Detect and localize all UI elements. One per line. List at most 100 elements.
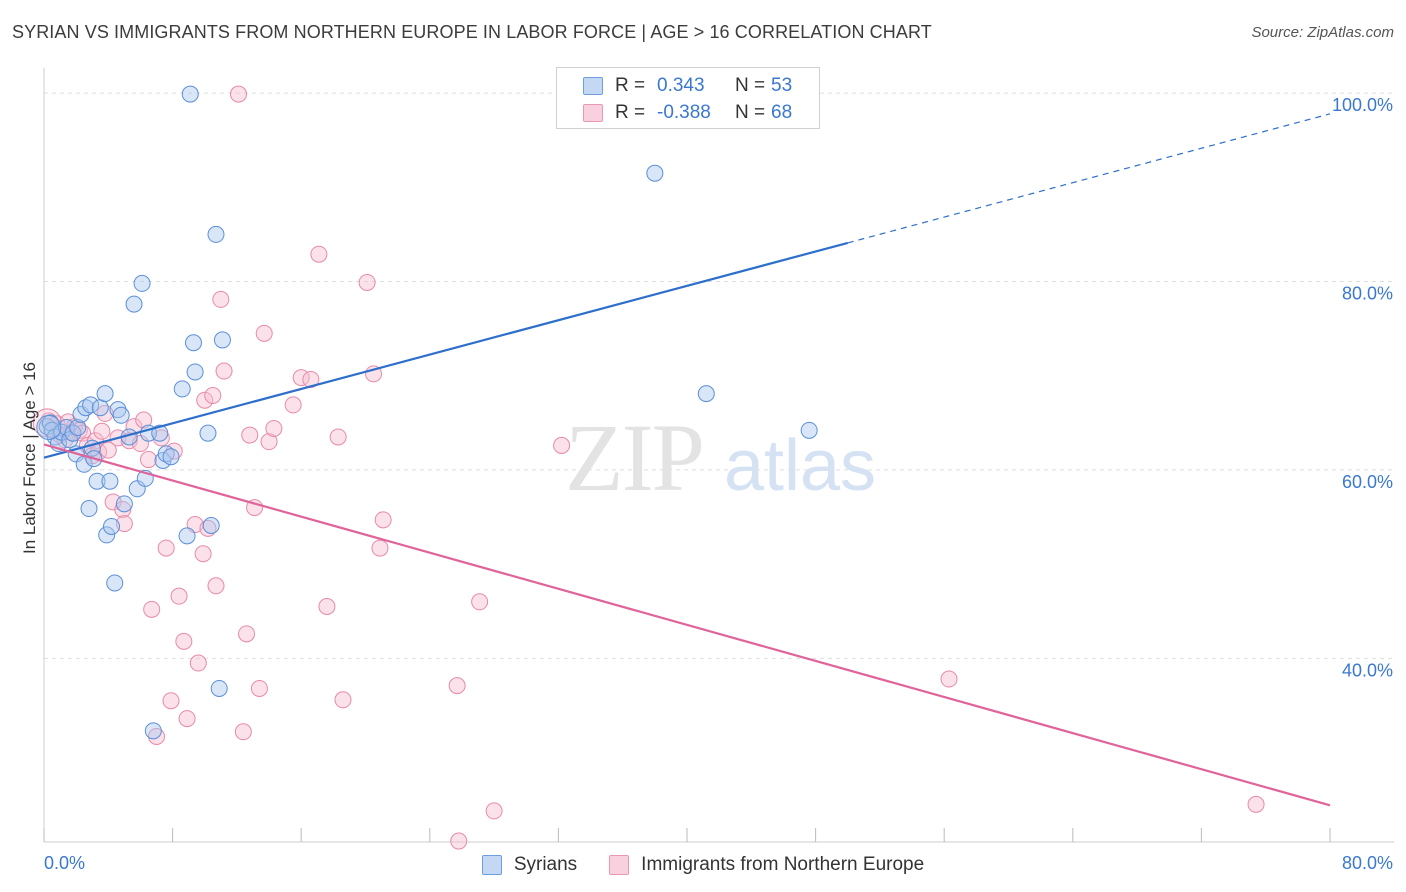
legend-item-syrians[interactable]: Syrians (481, 854, 578, 876)
data-point-syrians (144, 722, 162, 740)
data-point-immigrants (374, 511, 392, 529)
data-point-syrians (112, 406, 130, 424)
data-point-immigrants (194, 545, 212, 563)
data-point-immigrants (260, 433, 278, 451)
data-point-syrians (207, 225, 225, 243)
n-value: 68 (771, 102, 793, 123)
data-point-syrians (199, 424, 217, 442)
n-label: N = (735, 75, 766, 96)
data-point-immigrants (204, 387, 222, 405)
data-point-syrians (80, 500, 98, 518)
data-point-immigrants (238, 625, 256, 643)
watermark-atlas: atlas (724, 426, 876, 506)
data-point-immigrants (157, 539, 175, 557)
data-point-immigrants (265, 419, 283, 437)
trend-lines (43, 113, 1331, 807)
data-point-syrians (184, 334, 202, 352)
data-point-syrians (98, 526, 116, 544)
immigrants-swatch (583, 104, 603, 122)
axes (43, 68, 1394, 843)
gridlines (44, 92, 1394, 659)
data-point-immigrants (255, 324, 273, 342)
syrians-legend-label: Syrians (513, 854, 578, 875)
data-point-immigrants (471, 593, 489, 611)
data-point-cluster-syrians (36, 415, 62, 441)
y-tick-label: 80.0% (1342, 284, 1393, 304)
data-point-immigrants (135, 411, 153, 429)
data-point-immigrants (450, 832, 468, 850)
data-point-immigrants (241, 426, 259, 444)
immigrants-legend-swatch (609, 855, 630, 875)
y-tick-label: 40.0% (1342, 660, 1393, 680)
syrians-legend-swatch (481, 855, 502, 875)
data-point-syrians (125, 295, 143, 313)
y-tick-label: 60.0% (1342, 472, 1393, 492)
data-point-syrians (800, 421, 818, 439)
data-point-syrians (186, 363, 204, 381)
data-point-immigrants (175, 632, 193, 650)
series-immigrants-northern-europe (32, 85, 1265, 850)
data-point-syrians (88, 472, 106, 490)
data-point-immigrants (178, 710, 196, 728)
data-point-immigrants (310, 245, 328, 263)
watermark: ZIP atlas (565, 404, 876, 511)
data-point-immigrants (139, 451, 157, 469)
n-value: 53 (771, 75, 793, 96)
watermark-zip: ZIP (565, 404, 703, 511)
stats-row-syrians: R = 0.343 N = 53 (583, 74, 792, 98)
data-point-syrians (202, 516, 220, 534)
data-point-immigrants (170, 587, 188, 605)
data-point-immigrants (93, 422, 111, 440)
data-point-immigrants (1247, 795, 1265, 813)
stats-row-immigrants: R = -0.388 N = 68 (583, 101, 792, 125)
data-point-immigrants (358, 273, 376, 291)
y-tick-label: 100.0% (1332, 95, 1393, 115)
data-point-immigrants (230, 85, 248, 103)
data-point-syrians (101, 472, 119, 490)
data-point-syrians (646, 164, 664, 182)
n-label: N = (735, 102, 766, 123)
data-point-syrians (96, 385, 114, 403)
data-point-syrians (109, 401, 127, 419)
data-point-syrians (213, 331, 231, 349)
x-tick-label: 0.0% (44, 853, 85, 873)
data-point-immigrants (318, 598, 336, 616)
series-syrians (36, 85, 818, 740)
data-point-immigrants (189, 654, 207, 672)
data-point-syrians (106, 574, 124, 592)
data-point-immigrants (199, 519, 217, 537)
data-point-syrians (173, 380, 191, 398)
data-point-immigrants (284, 396, 302, 414)
data-point-immigrants (371, 539, 389, 557)
trend-line-syrians-extension (847, 113, 1331, 244)
data-point-syrians (162, 448, 180, 466)
data-point-syrians (115, 495, 133, 513)
data-point-immigrants (553, 436, 571, 454)
data-point-syrians (64, 424, 82, 442)
trend-line-syrians (43, 241, 849, 459)
legend-item-immigrants[interactable]: Immigrants from Northern Europe (609, 854, 924, 876)
data-point-immigrants (329, 428, 347, 446)
x-tick-label: 80.0% (1342, 853, 1393, 873)
data-point-syrians (133, 274, 151, 292)
y-axis-label: In Labor Force | Age > 16 (20, 362, 39, 554)
data-point-syrians (151, 424, 169, 442)
series-legend: Syrians Immigrants from Northern Europe (0, 851, 1406, 879)
r-label: R = (615, 102, 646, 123)
r-value: -0.388 (657, 102, 711, 123)
data-point-immigrants (162, 692, 180, 710)
trend-line-immigrants (43, 443, 1331, 807)
data-point-syrians (210, 679, 228, 697)
data-point-immigrants (115, 515, 133, 533)
data-point-immigrants (250, 679, 268, 697)
data-point-immigrants (212, 290, 230, 308)
data-point-syrians (91, 399, 109, 417)
data-point-immigrants (448, 677, 466, 695)
data-point-immigrants (207, 577, 225, 595)
r-value: 0.343 (657, 75, 705, 96)
data-point-syrians (103, 517, 121, 535)
data-point-immigrants (143, 600, 161, 618)
data-point-immigrants (485, 802, 503, 820)
data-point-syrians (157, 445, 175, 463)
